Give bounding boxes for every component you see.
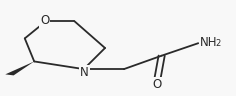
- Text: O: O: [152, 77, 162, 91]
- Text: O: O: [40, 14, 50, 27]
- Text: NH: NH: [199, 36, 217, 49]
- Text: N: N: [80, 65, 89, 79]
- Polygon shape: [5, 61, 34, 75]
- Text: 2: 2: [215, 39, 220, 48]
